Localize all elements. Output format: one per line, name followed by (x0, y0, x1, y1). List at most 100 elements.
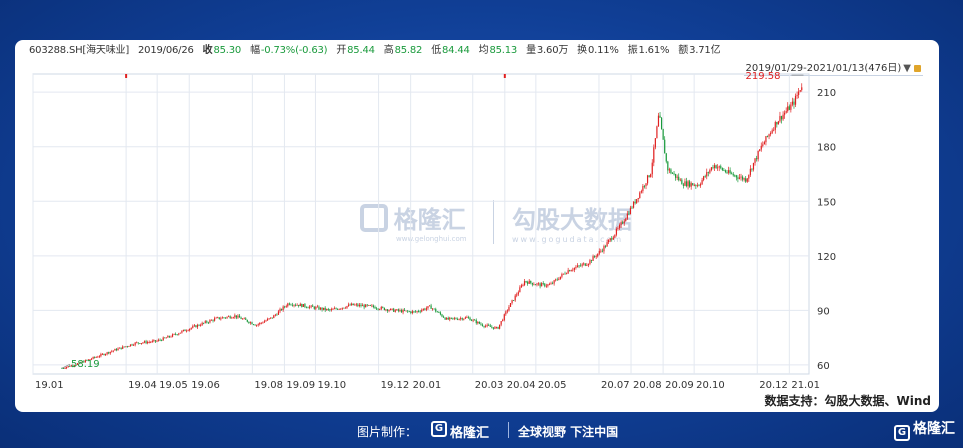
candle-body (170, 336, 172, 338)
candle-body (210, 319, 213, 321)
candle-body (80, 362, 82, 363)
candle-body (453, 318, 456, 320)
candle-body (735, 175, 737, 178)
candle-body (332, 309, 334, 310)
candle-body (67, 366, 69, 368)
candle-body (173, 333, 175, 335)
candle-body (435, 308, 437, 312)
candle-body (69, 366, 71, 367)
y-tick-label: 120 (817, 252, 836, 263)
candle-body (685, 181, 688, 187)
candle-body (519, 287, 521, 293)
date-range-selector[interactable]: 2019/01/29-2021/01/13(476日) ▼ (743, 62, 923, 76)
candle-body (411, 311, 413, 313)
candle-body (418, 311, 420, 312)
candle-body (752, 162, 755, 170)
candle-body (597, 253, 599, 257)
data-source-note: 数据支持：勾股大数据、Wind (764, 394, 931, 408)
candle-body (184, 329, 186, 332)
candle-body (147, 342, 149, 344)
candle-body (648, 175, 650, 177)
date-range-label: 2019/01/29-2021/01/13(476日) (745, 63, 902, 74)
y-tick-label: 90 (817, 306, 830, 317)
candle-body (678, 176, 680, 181)
candle-body (718, 166, 720, 168)
candle-body (505, 311, 507, 315)
candle-body (679, 179, 681, 181)
candle-body (542, 283, 544, 284)
candle-body (525, 281, 527, 283)
candle-body (162, 337, 164, 341)
candle-body (734, 175, 736, 177)
candle-body (337, 308, 339, 310)
candle-body (670, 169, 672, 174)
candle-body (153, 340, 155, 342)
dropdown-arrow-icon[interactable]: ▼ (903, 63, 911, 74)
candle-body (556, 279, 558, 281)
candle-body (595, 256, 597, 258)
candle-body (581, 264, 583, 266)
candle-body (410, 311, 412, 313)
candle-body (773, 129, 775, 131)
candle-body (238, 315, 241, 318)
candle-body (310, 305, 312, 307)
candle-body (433, 308, 435, 310)
x-tick-label: 19.01 (35, 380, 64, 391)
candle-body (660, 117, 663, 130)
close-label: 收 (202, 45, 213, 56)
candle-body (625, 218, 627, 222)
candle-body (178, 333, 180, 335)
candle-body (709, 170, 711, 173)
candle-body (363, 305, 365, 308)
candle-body (732, 173, 734, 176)
candle-body (421, 310, 423, 312)
candle-body (553, 280, 555, 284)
candle-body (204, 321, 206, 323)
candle-body (470, 320, 473, 322)
candle-body (341, 307, 343, 309)
candle-body (404, 309, 406, 311)
candle-body (385, 309, 387, 311)
candle-body (720, 166, 722, 168)
candle-body (374, 307, 376, 309)
candle-body (676, 176, 678, 178)
candle-body (441, 314, 443, 317)
candle-body (357, 304, 359, 306)
x-tick-label: 20.12 (759, 380, 788, 391)
candle-body (657, 115, 660, 127)
candle-body (692, 183, 694, 186)
candle-body (513, 300, 515, 301)
candle-body (693, 185, 695, 186)
candle-body (455, 318, 457, 320)
candle-body (142, 342, 144, 344)
candle-body (321, 307, 323, 310)
candle-body (531, 282, 533, 285)
candle-body (165, 337, 167, 339)
candle-body (413, 311, 415, 313)
candle-body (273, 315, 275, 319)
amount-value: 3.71亿 (689, 45, 721, 56)
candle-body (721, 167, 723, 171)
candle-body (301, 303, 303, 307)
candle-body (530, 280, 532, 283)
candle-body (86, 360, 88, 361)
candle-body (558, 279, 560, 281)
lock-icon[interactable] (914, 65, 921, 72)
candle-body (799, 90, 801, 92)
candle-body (338, 308, 340, 310)
candle-body (347, 304, 350, 307)
x-tick-label: 20.07 (601, 380, 630, 391)
candle-body (354, 304, 356, 306)
candle-body (439, 312, 442, 315)
candle-body (240, 317, 242, 320)
candle-body (578, 265, 580, 267)
candle-body (402, 309, 404, 313)
footer-divider (508, 422, 509, 438)
candle-body (696, 185, 699, 187)
candle-body (388, 310, 390, 311)
candle-body (768, 134, 770, 137)
x-tick-label: 20.03 (475, 380, 504, 391)
candle-body (628, 213, 630, 215)
candle-body (312, 305, 314, 307)
candle-body (375, 308, 378, 310)
